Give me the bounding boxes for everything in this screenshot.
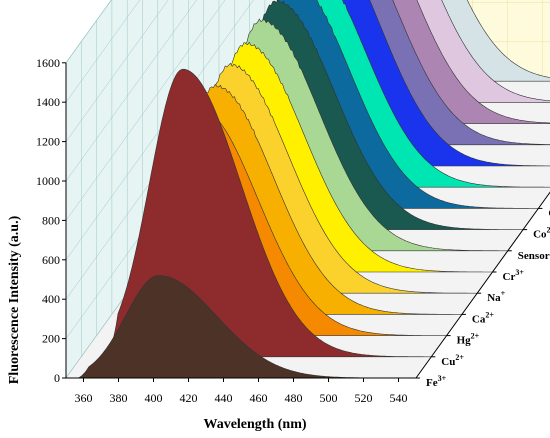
x-tick-label: 500 — [320, 391, 338, 405]
series-label: Ca2+ — [472, 310, 494, 325]
x-axis-title: Wavelength (nm) — [203, 417, 306, 432]
series-label: Cd2+ — [548, 204, 550, 219]
y-tick-label: 1000 — [36, 174, 60, 188]
wall-gridline — [65, 0, 141, 103]
series-area-1 — [107, 68, 432, 358]
x-tick-labels: 360 380 400 420 440 460 480 500 520 540 — [75, 378, 408, 405]
y-tick-label: 600 — [42, 253, 60, 267]
series-label: Cu2+ — [441, 353, 464, 368]
x-tick-label: 420 — [180, 391, 198, 405]
y-tick-label: 0 — [54, 371, 60, 385]
series-label: Fe3+ — [426, 374, 447, 389]
y-tick-label: 1600 — [36, 56, 60, 70]
y-tick-labels: 0 200 400 600 800 1000 1200 1400 1600 — [36, 56, 66, 385]
series-label: Na+ — [487, 289, 505, 304]
series-label: Sensor — [518, 250, 550, 262]
series-label: Hg2+ — [457, 332, 480, 347]
x-tick-label: 360 — [75, 391, 93, 405]
series-labels: Fe3+Cu2+Hg2+Ca2+Na+Cr3+SensorCo2+Cd2+Fe2… — [416, 204, 550, 389]
series-label: Co2+ — [533, 226, 550, 241]
x-tick-label: 460 — [250, 391, 268, 405]
x-tick-label: 480 — [285, 391, 303, 405]
y-tick-label: 200 — [42, 332, 60, 346]
x-tick-label: 380 — [110, 391, 128, 405]
series-label: Cr3+ — [503, 268, 525, 283]
y-axis-title: Fluorescence Intensity (a.u.) — [7, 215, 22, 384]
y-tick-label: 400 — [42, 292, 60, 306]
y-tick-label: 1400 — [36, 95, 60, 109]
x-tick-label: 540 — [390, 391, 408, 405]
x-tick-label: 440 — [215, 391, 233, 405]
series-layer — [77, 0, 550, 379]
wall-gridline — [65, 0, 169, 142]
y-tick-label: 800 — [42, 213, 60, 227]
x-tick-label: 520 — [355, 391, 373, 405]
x-tick-label: 400 — [145, 391, 163, 405]
y-tick-label: 1200 — [36, 135, 60, 149]
wall-gridline — [65, 0, 112, 63]
